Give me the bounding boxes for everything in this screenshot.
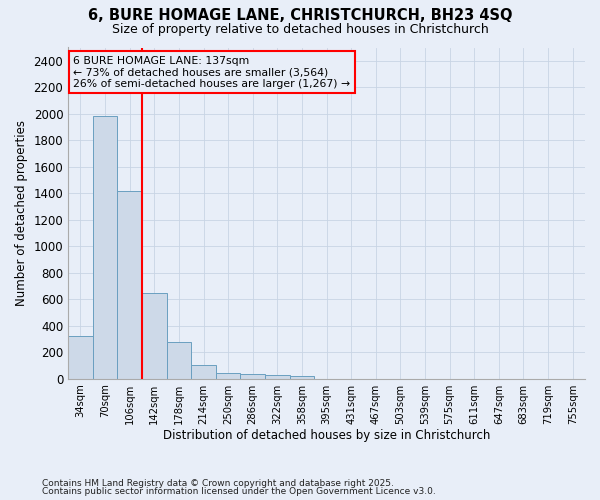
Bar bbox=[118, 190, 142, 378]
Text: Size of property relative to detached houses in Christchurch: Size of property relative to detached ho… bbox=[112, 22, 488, 36]
Bar bbox=[241, 374, 265, 378]
Bar bbox=[290, 376, 314, 378]
X-axis label: Distribution of detached houses by size in Christchurch: Distribution of detached houses by size … bbox=[163, 430, 490, 442]
Bar bbox=[142, 292, 167, 378]
Y-axis label: Number of detached properties: Number of detached properties bbox=[15, 120, 28, 306]
Text: Contains HM Land Registry data © Crown copyright and database right 2025.: Contains HM Land Registry data © Crown c… bbox=[42, 478, 394, 488]
Bar bbox=[265, 376, 290, 378]
Bar bbox=[68, 336, 93, 378]
Bar bbox=[93, 116, 118, 378]
Bar bbox=[216, 372, 241, 378]
Text: Contains public sector information licensed under the Open Government Licence v3: Contains public sector information licen… bbox=[42, 487, 436, 496]
Text: 6, BURE HOMAGE LANE, CHRISTCHURCH, BH23 4SQ: 6, BURE HOMAGE LANE, CHRISTCHURCH, BH23 … bbox=[88, 8, 512, 22]
Text: 6 BURE HOMAGE LANE: 137sqm
← 73% of detached houses are smaller (3,564)
26% of s: 6 BURE HOMAGE LANE: 137sqm ← 73% of deta… bbox=[73, 56, 350, 89]
Bar bbox=[191, 365, 216, 378]
Bar bbox=[167, 342, 191, 378]
